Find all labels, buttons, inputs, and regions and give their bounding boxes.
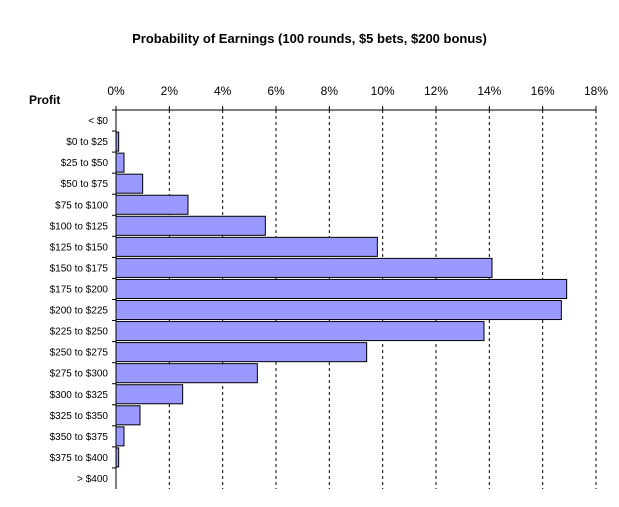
y-tick-label: $125 to $150 xyxy=(50,242,109,253)
x-tick-label: 10% xyxy=(371,84,395,98)
bar xyxy=(115,405,141,426)
y-tick-label: $300 to $325 xyxy=(50,390,109,401)
y-tick-label: $25 to $50 xyxy=(61,158,109,169)
bar xyxy=(115,384,184,405)
y-tick-label: $375 to $400 xyxy=(50,453,109,464)
chart-title: Probability of Earnings (100 rounds, $5 … xyxy=(132,31,487,46)
bar xyxy=(115,300,562,321)
bar xyxy=(115,257,493,278)
y-tick-label: $325 to $350 xyxy=(50,411,109,422)
x-tick-label: 2% xyxy=(161,84,179,98)
bars xyxy=(115,131,568,468)
y-tick-label: > $400 xyxy=(77,474,108,485)
bar xyxy=(115,194,189,215)
y-tick-label: $150 to $175 xyxy=(50,263,109,274)
y-tick-label: < $0 xyxy=(88,116,108,127)
y-tick-label: $225 to $250 xyxy=(50,327,109,338)
y-tick-label: $75 to $100 xyxy=(55,200,108,211)
bar xyxy=(115,236,378,257)
y-tick-label: $0 to $25 xyxy=(66,137,108,148)
bar xyxy=(115,321,485,342)
y-tick-label: $100 to $125 xyxy=(50,221,109,232)
grid-lines xyxy=(168,110,597,489)
x-tick-label: 12% xyxy=(424,84,448,98)
y-tick-label: $200 to $225 xyxy=(50,306,109,317)
bar xyxy=(115,173,144,194)
bar xyxy=(115,426,125,447)
y-tick-labels: < $0 $0 to $25 $25 to $50 $50 to $75 $75 to … xyxy=(50,116,109,485)
bar xyxy=(115,278,568,300)
bar xyxy=(115,152,125,173)
y-tick-label: $175 to $200 xyxy=(50,284,109,295)
bar xyxy=(115,215,266,236)
x-tick-label: 0% xyxy=(107,84,125,98)
x-tick-labels: 0% 2% 4% 6% 8% 10% 12% 14% 16% 18% xyxy=(107,84,608,98)
y-tick-label: $275 to $300 xyxy=(50,369,109,380)
x-tick-label: 18% xyxy=(584,84,608,98)
x-tick-label: 8% xyxy=(321,84,339,98)
bar xyxy=(115,363,258,384)
y-tick-label: $350 to $375 xyxy=(50,432,109,443)
x-tick-label: 6% xyxy=(267,84,285,98)
x-tick-label: 4% xyxy=(214,84,232,98)
x-tick-label: 16% xyxy=(531,84,555,98)
y-tick-label: $50 to $75 xyxy=(61,179,109,190)
x-tick-label: 14% xyxy=(477,84,501,98)
y-axis-label: Profit xyxy=(29,93,60,107)
y-tick-label: $250 to $275 xyxy=(50,348,109,359)
bar xyxy=(115,342,368,363)
axes xyxy=(112,106,597,489)
